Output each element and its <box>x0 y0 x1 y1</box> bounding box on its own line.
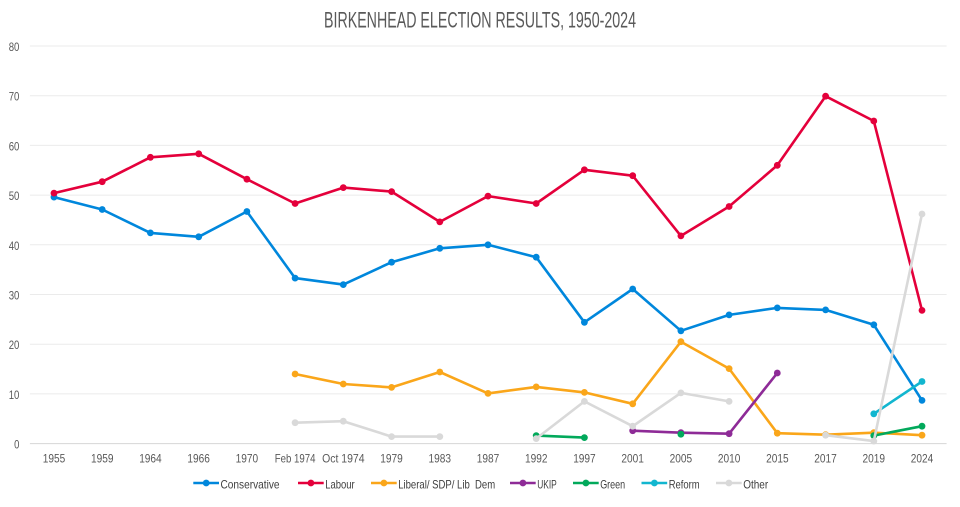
svg-text:Feb 1974: Feb 1974 <box>275 451 316 465</box>
svg-text:2005: 2005 <box>670 451 693 465</box>
svg-text:2015: 2015 <box>766 451 789 465</box>
svg-text:Other: Other <box>743 477 768 491</box>
svg-text:1992: 1992 <box>525 451 548 465</box>
svg-text:1970: 1970 <box>236 451 259 465</box>
svg-text:1997: 1997 <box>573 451 596 465</box>
svg-text:BIRKENHEAD ELECTION RESULTS, 1: BIRKENHEAD ELECTION RESULTS, 1950-2024 <box>324 8 636 33</box>
svg-text:1964: 1964 <box>139 451 162 465</box>
svg-text:1959: 1959 <box>91 451 114 465</box>
svg-text:60: 60 <box>9 139 20 153</box>
svg-text:Reform: Reform <box>669 477 700 491</box>
svg-text:1979: 1979 <box>380 451 403 465</box>
svg-text:Liberal/ SDP/ Lib Dem: Liberal/ SDP/ Lib Dem <box>398 477 495 491</box>
svg-text:2017: 2017 <box>814 451 837 465</box>
svg-text:Green: Green <box>600 477 625 491</box>
svg-text:Conservative: Conservative <box>221 477 280 491</box>
svg-text:40: 40 <box>9 239 20 253</box>
svg-text:2001: 2001 <box>621 451 644 465</box>
svg-text:0: 0 <box>14 438 20 452</box>
svg-text:UKIP: UKIP <box>537 477 557 491</box>
svg-text:1955: 1955 <box>43 451 66 465</box>
svg-text:2019: 2019 <box>863 451 886 465</box>
svg-text:80: 80 <box>9 40 20 54</box>
svg-text:10: 10 <box>9 388 20 402</box>
svg-text:1983: 1983 <box>429 451 452 465</box>
svg-text:Labour: Labour <box>325 477 355 491</box>
svg-text:2024: 2024 <box>911 451 934 465</box>
svg-text:1966: 1966 <box>187 451 210 465</box>
svg-text:20: 20 <box>9 338 20 352</box>
svg-text:2010: 2010 <box>718 451 741 465</box>
svg-text:Oct 1974: Oct 1974 <box>322 451 365 465</box>
svg-text:30: 30 <box>9 289 20 303</box>
svg-text:1987: 1987 <box>477 451 500 465</box>
svg-text:50: 50 <box>9 189 20 203</box>
svg-text:70: 70 <box>9 90 20 104</box>
